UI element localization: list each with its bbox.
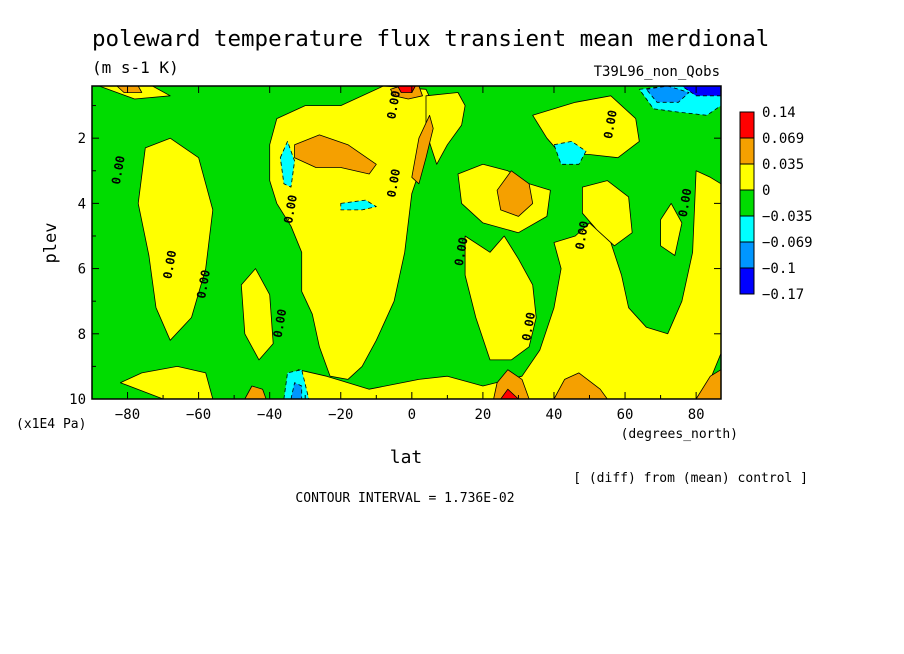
contour-region	[240, 268, 274, 361]
y-tick-label: 2	[78, 131, 86, 147]
colorbar-label: 0.069	[762, 131, 804, 147]
run-label: T39L96_non_Qobs	[594, 64, 720, 80]
chart-units: (m s-1 K)	[92, 58, 179, 77]
plot-area: 0.00 0.00 0.00 0.00 0.00 0.00 0.00 0.00 0.00 0.00…	[91, 85, 722, 400]
contour-label: 0.00	[281, 194, 300, 225]
x-tick-label: −60	[186, 407, 211, 423]
contour-label: 0.00	[109, 155, 128, 186]
colorbar-label: −0.069	[762, 235, 813, 251]
x-axis-label: lat	[390, 447, 423, 468]
x-tick-label: 0	[408, 407, 416, 423]
contour-label: 0.00	[573, 220, 592, 251]
x-tick-label: −20	[328, 407, 353, 423]
y-axis-ticks: 2 4 6 8 10	[69, 105, 721, 408]
y-tick-label: 6	[78, 262, 86, 278]
colorbar-label: −0.17	[762, 287, 804, 303]
chart-title: poleward temperature flux transient mean…	[92, 26, 769, 52]
colorbar-label: 0.035	[762, 157, 804, 173]
y-tick-label: 10	[69, 392, 86, 408]
contour-region	[532, 95, 640, 159]
contour-label: 0.00	[601, 109, 620, 140]
y-tick-label: 4	[78, 196, 86, 212]
contour-region	[582, 180, 633, 247]
contour-region	[660, 202, 683, 256]
footnote: [ (diff) from (mean) control ]	[573, 471, 808, 486]
contour-region	[464, 235, 537, 361]
y-tick-label: 8	[78, 327, 86, 343]
colorbar: 0.14 0.069 0.035 0 −0.035 −0.069 −0.1 −0.17	[739, 105, 813, 303]
colorbar-swatch	[739, 137, 755, 165]
x-axis-ticks: −80 −60 −40 −20 0 20 40 60 80	[91, 86, 705, 423]
contour-region	[290, 382, 303, 400]
x-tick-label: 20	[474, 407, 491, 423]
contour-region	[681, 85, 722, 97]
colorbar-label: −0.035	[762, 209, 813, 225]
contour-region	[496, 170, 534, 217]
contour-label: 0.00	[194, 269, 213, 300]
contour-label: 0.00	[452, 236, 471, 267]
y-axis-label: plev	[41, 223, 61, 264]
colorbar-label: 0.14	[762, 105, 796, 121]
x-axis-units: (degrees_north)	[621, 427, 738, 442]
contour-region	[294, 134, 377, 175]
y-axis-units: (x1E4 Pa)	[16, 417, 86, 432]
colorbar-swatch	[739, 189, 755, 217]
contour-region	[137, 137, 214, 341]
contour-region	[340, 199, 377, 211]
plot-frame	[91, 85, 722, 400]
x-tick-label: −80	[115, 407, 140, 423]
contour-region	[411, 114, 434, 185]
contour-label: 0.00	[676, 187, 695, 218]
x-tick-label: 80	[688, 407, 705, 423]
contour-label: 0.00	[384, 89, 403, 120]
contour-region	[553, 140, 587, 165]
colorbar-swatch	[739, 111, 755, 139]
contour-label: 0.00	[271, 308, 290, 339]
contour-label: 0.00	[160, 249, 179, 280]
contour-region	[279, 140, 296, 188]
contour-interval-label: CONTOUR INTERVAL = 1.736E-02	[295, 491, 514, 506]
contour-label: 0.00	[384, 168, 403, 199]
contour-label: 0.00	[519, 311, 538, 342]
colorbar-label: 0	[762, 183, 770, 199]
colorbar-swatch	[739, 241, 755, 269]
colorbar-swatch	[739, 267, 755, 295]
colorbar-swatch	[739, 215, 755, 243]
x-tick-label: 40	[546, 407, 563, 423]
colorbar-swatch	[739, 163, 755, 191]
x-tick-label: 60	[617, 407, 634, 423]
x-tick-label: −40	[257, 407, 282, 423]
contour-labels: 0.00 0.00 0.00 0.00 0.00 0.00 0.00 0.00 0.00 0.00…	[109, 89, 695, 342]
colorbar-label: −0.1	[762, 261, 796, 277]
